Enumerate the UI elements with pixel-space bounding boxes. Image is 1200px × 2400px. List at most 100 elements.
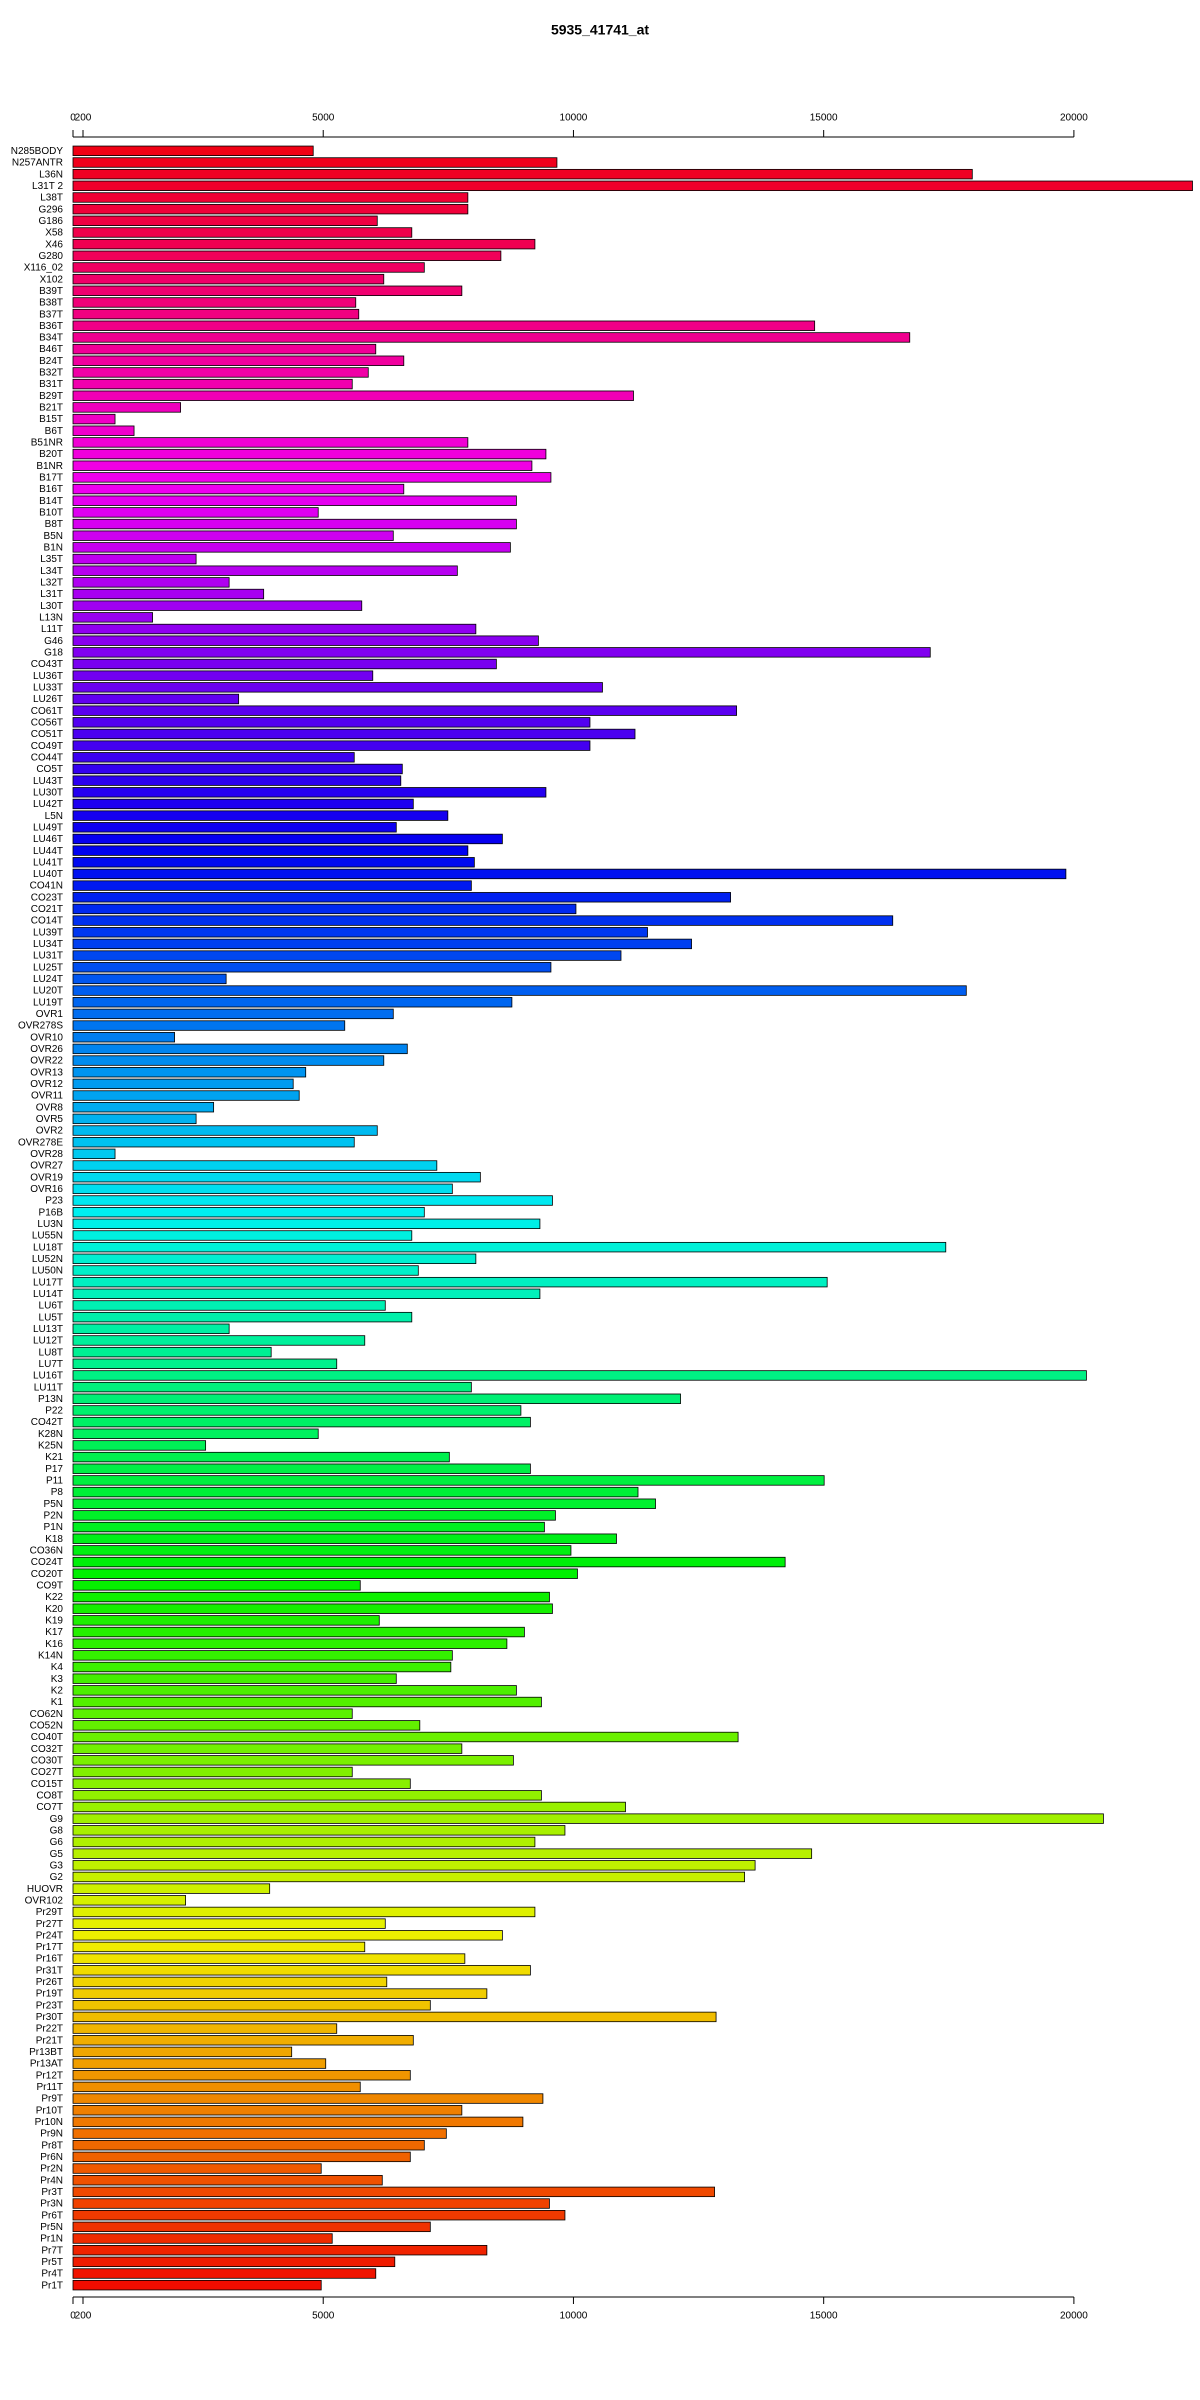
y-tick-label: Pr16T xyxy=(36,1954,63,1965)
bar xyxy=(72,2210,566,2221)
y-tick-label: B24T xyxy=(39,356,63,367)
y-tick-label: G46 xyxy=(44,636,63,647)
bar xyxy=(72,1545,572,1556)
x-tick-label: 200 xyxy=(75,113,92,124)
x-tick-label: 5000 xyxy=(312,113,335,124)
bar xyxy=(72,647,931,658)
y-tick-label: B17T xyxy=(39,473,63,484)
y-tick-label: OVR5 xyxy=(36,1114,64,1125)
bar xyxy=(72,973,227,985)
x-tick-label: 15000 xyxy=(810,2311,838,2322)
bar xyxy=(72,1020,346,1031)
bar xyxy=(72,1953,466,1964)
y-tick-label: B1NR xyxy=(36,461,63,472)
y-tick-label: K14N xyxy=(38,1651,63,1662)
y-tick-label: K2 xyxy=(51,1685,64,1696)
y-tick-label: K25N xyxy=(38,1441,63,1452)
bar xyxy=(72,297,357,308)
y-tick-label: B21T xyxy=(39,403,63,414)
y-tick-label: LU34T xyxy=(33,939,63,950)
bar xyxy=(72,728,636,740)
y-tick-label: Pr6N xyxy=(40,2152,63,2163)
y-tick-label: B31T xyxy=(39,379,63,390)
bar xyxy=(72,612,153,623)
y-tick-label: CO14T xyxy=(31,916,63,927)
y-tick-label: L38T xyxy=(40,193,63,204)
bar xyxy=(72,1906,536,1918)
y-tick-label: X58 xyxy=(45,228,63,239)
bar xyxy=(72,1976,388,1988)
y-tick-label: CO23T xyxy=(31,892,63,903)
bar xyxy=(72,495,517,506)
bar xyxy=(72,1638,508,1649)
y-tick-label: CO27T xyxy=(31,1767,63,1778)
y-tick-label: K28N xyxy=(38,1429,63,1440)
y-tick-label: LU20T xyxy=(33,986,63,997)
y-tick-label: Pr27T xyxy=(36,1919,63,1930)
bar xyxy=(72,1930,503,1941)
y-tick-label: Pr19T xyxy=(36,1989,63,2000)
y-tick-label: L31T 2 xyxy=(32,181,63,192)
y-tick-label: Pr13BT xyxy=(29,2047,63,2058)
bar xyxy=(72,472,552,483)
bar xyxy=(72,2035,414,2046)
y-tick-label: L36N xyxy=(39,169,63,180)
bar xyxy=(72,658,497,670)
y-tick-label: CO49T xyxy=(31,741,63,752)
y-tick-label: HUOVR xyxy=(27,1884,63,1895)
y-tick-label: CO36N xyxy=(30,1546,63,1557)
x-tick-label: 5000 xyxy=(312,2311,335,2322)
x-tick-label: 0 xyxy=(70,2311,76,2322)
x-tick-label: 15000 xyxy=(810,113,838,124)
bar xyxy=(72,1650,453,1661)
y-tick-label: K19 xyxy=(45,1616,63,1627)
bar xyxy=(72,2070,411,2081)
y-tick-label: G2 xyxy=(50,1872,64,1883)
bar xyxy=(72,2105,463,2116)
y-tick-label: LU33T xyxy=(33,682,63,693)
y-tick-label: Pr29T xyxy=(36,1907,63,1918)
y-tick-label: B32T xyxy=(39,368,63,379)
y-tick-label: CO5T xyxy=(36,764,63,775)
bar xyxy=(72,180,1193,192)
bar xyxy=(72,1988,488,1999)
bar xyxy=(72,1276,828,1288)
bar xyxy=(72,2011,717,2023)
bar xyxy=(72,1696,542,1708)
bar xyxy=(72,1766,353,1778)
y-tick-label: OVR1 xyxy=(36,1009,64,1020)
y-tick-label: P11 xyxy=(46,1476,63,1487)
y-tick-label: K18 xyxy=(45,1534,63,1545)
bar xyxy=(72,1965,531,1976)
bar xyxy=(72,2279,322,2291)
y-tick-label: CO20T xyxy=(31,1569,63,1580)
bar xyxy=(72,2198,550,2209)
y-tick-label: Pr5T xyxy=(41,2257,63,2268)
y-tick-label: LU44T xyxy=(33,846,63,857)
y-tick-label: CO9T xyxy=(36,1581,63,1592)
y-tick-label: OVR10 xyxy=(30,1032,63,1043)
y-tick-label: G280 xyxy=(39,251,64,262)
y-tick-label: LU8T xyxy=(39,1347,63,1358)
bar xyxy=(72,822,397,833)
y-tick-label: LU50N xyxy=(32,1266,63,1277)
y-tick-label: Pr10N xyxy=(35,2117,63,2128)
y-tick-label: K3 xyxy=(51,1674,64,1685)
y-tick-label: P17 xyxy=(45,1464,63,1475)
bar xyxy=(72,705,737,716)
bar xyxy=(72,1813,1104,1824)
bar xyxy=(72,763,403,775)
y-tick-label: Pr22T xyxy=(36,2024,63,2035)
bar xyxy=(72,1230,413,1241)
y-tick-label: Pr9T xyxy=(41,2094,63,2105)
y-tick-label: L35T xyxy=(40,554,63,565)
y-tick-label: OVR102 xyxy=(25,1895,64,1906)
bar xyxy=(72,262,425,273)
bar xyxy=(72,1626,525,1638)
y-tick-label: CO15T xyxy=(31,1779,63,1790)
y-tick-label: CO24T xyxy=(31,1557,63,1568)
bar xyxy=(72,1160,438,1171)
y-tick-label: LU18T xyxy=(33,1242,63,1253)
y-tick-label: CO51T xyxy=(31,729,63,740)
y-tick-label: OVR278E xyxy=(18,1137,63,1148)
